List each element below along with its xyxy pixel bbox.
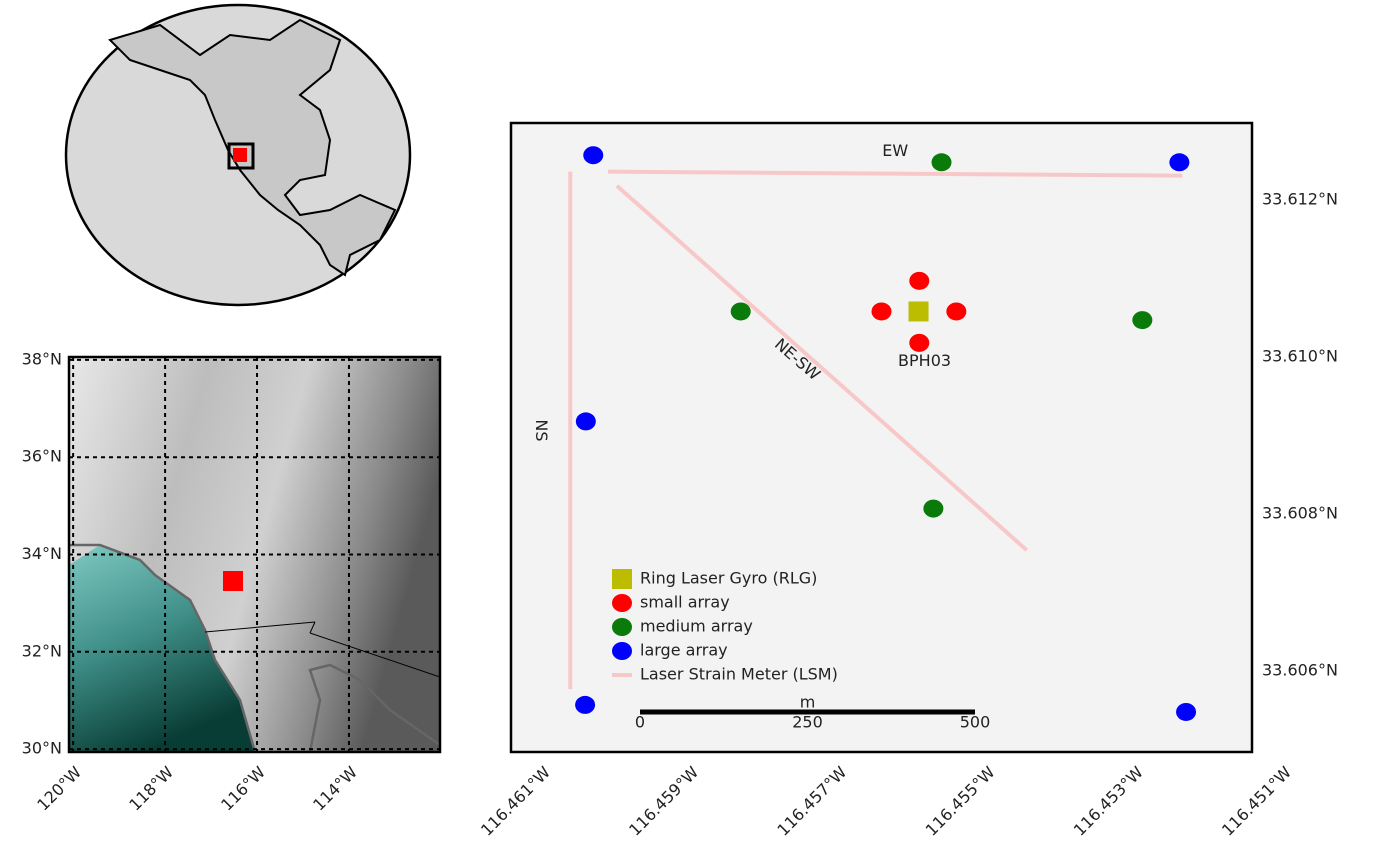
point (909, 334, 929, 352)
y-tick-label: 34°N (22, 544, 62, 563)
legend-label: Laser Strain Meter (LSM) (640, 665, 838, 684)
x-tick-label: 116.457°W (773, 762, 850, 839)
point (1132, 311, 1152, 329)
legend-label: small array (640, 593, 730, 612)
legend-label: medium array (640, 617, 753, 636)
y-tick-label: 33.610°N (1262, 347, 1338, 366)
legend-swatch (612, 642, 632, 660)
point (576, 412, 596, 430)
y-tick-label: 36°N (22, 447, 62, 466)
legend-swatch (612, 618, 632, 636)
point (932, 153, 952, 171)
point (583, 146, 603, 164)
study-site (223, 571, 243, 591)
point (1176, 703, 1196, 721)
station-label: BPH03 (898, 351, 951, 370)
x-tick-label: 116.461°W (477, 762, 554, 839)
legend-label: Ring Laser Gyro (RLG) (640, 569, 817, 588)
scale-tick-label: 500 (960, 713, 991, 732)
point (946, 302, 966, 320)
y-tick-label: 38°N (22, 349, 62, 368)
y-tick-label: 33.606°N (1262, 661, 1338, 680)
scale-unit: m (800, 693, 816, 712)
x-tick-label: 120°W (33, 762, 85, 814)
y-tick-label: 32°N (22, 641, 62, 660)
globe (66, 5, 410, 305)
x-tick-label: 118°W (125, 762, 177, 814)
legend-label: large array (640, 641, 728, 660)
x-tick-label: 116.451°W (1218, 762, 1295, 839)
point (575, 696, 595, 714)
x-tick-label: 114°W (309, 762, 361, 814)
x-tick-label: 116.453°W (1070, 762, 1147, 839)
point (872, 302, 892, 320)
line-label: NS (532, 419, 551, 441)
point (1169, 153, 1189, 171)
point (731, 302, 751, 320)
point (923, 500, 943, 518)
y-tick-label: 30°N (22, 739, 62, 758)
point (909, 272, 929, 290)
scale-tick-label: 250 (792, 713, 823, 732)
x-tick-label: 116.455°W (922, 762, 999, 839)
scale-tick-label: 0 (635, 713, 645, 732)
x-tick-label: 116.459°W (625, 762, 702, 839)
y-tick-label: 33.612°N (1262, 189, 1338, 208)
point (909, 301, 929, 321)
x-tick-label: 116°W (217, 762, 269, 814)
figure: EWNSNE-SWBPH03Ring Laser Gyro (RLG)small… (0, 0, 1374, 850)
line-label: EW (882, 141, 908, 160)
y-tick-label: 33.608°N (1262, 504, 1338, 523)
legend-swatch (612, 594, 632, 612)
study-site (233, 148, 247, 162)
legend-swatch (612, 569, 632, 589)
